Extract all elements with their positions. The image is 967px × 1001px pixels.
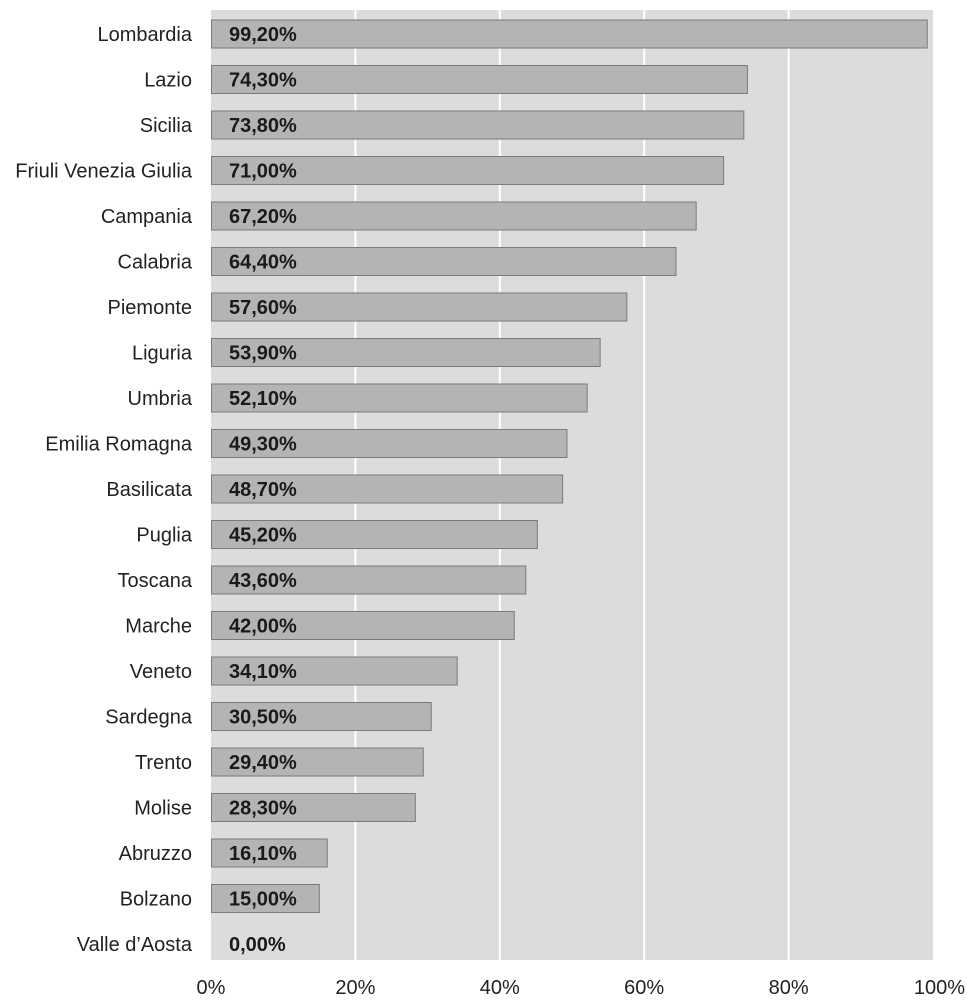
value-label: 73,80% (229, 115, 297, 137)
x-tick-label: 60% (624, 977, 664, 999)
category-label: Lombardia (97, 24, 192, 46)
bars (211, 19, 928, 913)
value-label: 29,40% (229, 752, 297, 774)
value-label: 64,40% (229, 252, 297, 274)
category-label: Marche (125, 616, 192, 638)
category-label: Sicilia (140, 115, 193, 137)
category-label: Trento (135, 752, 192, 774)
category-labels: Lombardia Lazio Sicilia Friuli Venezia Giul… (15, 24, 193, 956)
bar (211, 793, 416, 822)
bar (211, 429, 568, 458)
category-label: Abruzzo (119, 843, 192, 865)
category-label: Friuli Venezia Giulia (15, 161, 193, 183)
x-tick-label: 0% (197, 977, 226, 999)
value-label: 53,90% (229, 343, 297, 365)
x-tick-label: 20% (335, 977, 375, 999)
x-axis-ticks: 0% 20% 40% 60% 80% 100% (197, 977, 966, 999)
bar (211, 110, 745, 140)
category-label: Umbria (128, 388, 193, 410)
value-label: 42,00% (229, 616, 297, 638)
bar (211, 292, 628, 322)
value-label: 74,30% (229, 70, 297, 92)
bar (211, 884, 320, 913)
x-tick-label: 40% (480, 977, 520, 999)
category-label: Emilia Romagna (45, 434, 193, 456)
category-label: Molise (134, 798, 192, 820)
value-label: 34,10% (229, 661, 297, 683)
bar (211, 338, 601, 367)
bar (211, 383, 588, 413)
value-label: 30,50% (229, 707, 297, 729)
bar (211, 838, 328, 868)
bar (211, 201, 697, 231)
value-label: 57,60% (229, 297, 297, 319)
value-label: 71,00% (229, 161, 297, 183)
category-label: Valle d’Aosta (77, 934, 193, 956)
bar (211, 65, 748, 94)
value-label: 99,20% (229, 24, 297, 46)
category-label: Liguria (132, 343, 193, 365)
category-label: Bolzano (120, 889, 192, 911)
x-tick-label: 80% (769, 977, 809, 999)
value-label: 49,30% (229, 434, 297, 456)
category-label: Puglia (136, 525, 192, 547)
category-label: Campania (101, 206, 193, 228)
value-label: 45,20% (229, 525, 297, 547)
bar (211, 156, 725, 185)
value-label: 0,00% (229, 934, 286, 956)
x-tick-label: 100% (914, 977, 965, 999)
category-label: Sardegna (105, 707, 193, 729)
bar (211, 19, 928, 49)
category-label: Basilicata (106, 479, 192, 501)
category-label: Lazio (144, 70, 192, 92)
category-label: Piemonte (108, 297, 193, 319)
bar (211, 702, 432, 731)
value-label: 15,00% (229, 889, 297, 911)
bar (211, 565, 527, 595)
value-label: 67,20% (229, 206, 297, 228)
bar (211, 474, 564, 504)
value-labels: 99,20% 74,30% 73,80% 71,00% 67,20% 64,40% 57,6… (229, 24, 297, 956)
bar (211, 611, 515, 640)
bar (211, 247, 677, 276)
bar (211, 656, 458, 686)
value-label: 48,70% (229, 479, 297, 501)
bar (211, 747, 424, 777)
bar (211, 520, 538, 549)
category-label: Calabria (118, 252, 193, 274)
value-label: 28,30% (229, 798, 297, 820)
value-label: 16,10% (229, 843, 297, 865)
value-label: 52,10% (229, 388, 297, 410)
value-label: 43,60% (229, 570, 297, 592)
category-label: Veneto (130, 661, 192, 683)
category-label: Toscana (118, 570, 193, 592)
